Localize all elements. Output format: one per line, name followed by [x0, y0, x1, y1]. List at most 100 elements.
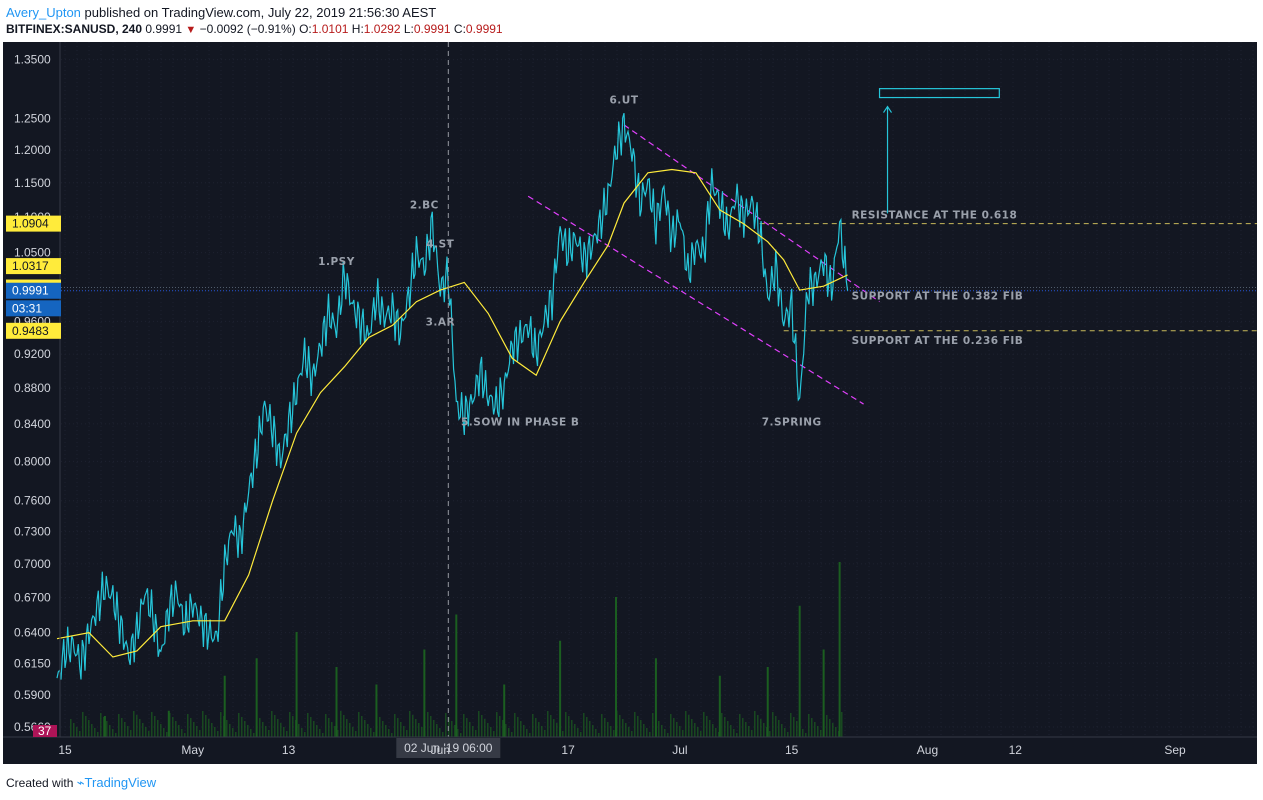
volume-bar-small [538, 722, 540, 737]
volume-bar-small [541, 726, 543, 737]
volume-bar-small [748, 726, 750, 737]
volume-bar-small [163, 728, 165, 737]
volume-bar-small [814, 722, 816, 737]
volume-bar-small [334, 726, 336, 737]
volume-bar-small [409, 711, 411, 737]
volume-bar-small [445, 713, 447, 737]
y-tick-13: 0.7300 [14, 525, 51, 539]
volume-tag-bg [33, 725, 57, 737]
y-tick-8: 0.9200 [14, 347, 51, 361]
symbol-label[interactable]: BITFINEX:SANUSD, 240 [6, 22, 143, 36]
volume-bar-small [289, 712, 291, 737]
volume-bar-small [667, 733, 669, 737]
price-axis[interactable]: 1.35001.25001.20001.15001.10001.05001.00… [14, 53, 51, 734]
author-link[interactable]: Avery_Upton [6, 5, 81, 20]
volume-bar-3 [255, 658, 258, 737]
volume-bar-0 [103, 716, 106, 737]
volume-bar-small [184, 733, 186, 737]
volume-bar-small [568, 716, 570, 737]
volume-bar-small [718, 732, 720, 737]
volume-bar-small [208, 719, 210, 737]
price-change: −0.0092 (−0.91%) [199, 22, 296, 36]
tradingview-logo-icon[interactable]: ⌁ [76, 775, 85, 790]
volume-bar-small [130, 730, 132, 737]
time-axis[interactable]: 15 May 13 Jun 17 Jul 15 Aug 12 Sep [58, 743, 1186, 757]
volume-bar-small [808, 714, 810, 737]
volume-bar-small [436, 724, 438, 737]
volume-bar-small [757, 715, 759, 737]
volume-bar-small [517, 717, 519, 737]
volume-bar-small [754, 711, 756, 737]
volume-bar-small [364, 720, 366, 737]
volume-bar-small [355, 731, 357, 737]
volume-bar-4 [295, 632, 298, 737]
volume-bar-small [97, 732, 99, 737]
volume-bar-small [325, 714, 327, 737]
volume-bar-small [211, 723, 213, 737]
volume-bar-small [460, 733, 462, 737]
volume-bar-small [601, 714, 603, 737]
volume-bar-small [535, 718, 537, 737]
volume-bar-small [331, 722, 333, 737]
last-price: 0.9991 [145, 22, 183, 36]
y-tick-5: 1.0500 [14, 246, 51, 260]
volume-bar-small [415, 719, 417, 737]
price-tag-bg-1 [6, 258, 61, 275]
volume-bar-small [379, 717, 381, 737]
volume-bar-small [559, 727, 561, 737]
volume-bar-small [805, 733, 807, 737]
volume-bar-small [649, 732, 651, 737]
volume-bars [70, 562, 843, 737]
volume-bar-small [700, 731, 702, 737]
price-chart[interactable]: 1.PSY 2.BC 4.ST 3.AR 5.SOW IN PHASE B 6.UT 7.S… [0, 0, 1263, 768]
volume-bar-small [247, 725, 249, 737]
footer: Created with ⌁TradingView [6, 775, 156, 791]
volume-bar-small [790, 713, 792, 737]
volume-bar-small [127, 726, 129, 737]
volume-bar-small [472, 726, 474, 737]
volume-bar-small [79, 731, 81, 737]
volume-bar-small [643, 724, 645, 737]
volume-bar-small [133, 711, 135, 737]
publish-info: published on TradingView.com, July 22, 2… [80, 5, 437, 20]
volume-bar-small [154, 716, 156, 737]
high-label: H: [351, 22, 364, 36]
volume-bar-small [265, 726, 267, 737]
high-value: 1.0292 [363, 22, 401, 36]
volume-bar-small [796, 721, 798, 737]
volume-bar-small [316, 725, 318, 737]
volume-bar-small [199, 730, 201, 737]
volume-bar-small [295, 720, 297, 737]
volume-bar-small [607, 722, 609, 737]
price-tag-5: 0.9483 [12, 324, 49, 338]
volume-bar-small [190, 718, 192, 737]
volume-bar-small [565, 712, 567, 737]
annotation-5: 6.UT [610, 95, 639, 107]
volume-bar-small [388, 729, 390, 737]
volume-bar-small [280, 723, 282, 737]
volume-bar-small [178, 725, 180, 737]
tradingview-brand[interactable]: TradingView [84, 775, 157, 790]
volume-bar-small [202, 711, 204, 737]
volume-bar-small [142, 723, 144, 737]
y-tick-11: 0.8000 [14, 454, 51, 468]
close-value: 0.9991 [465, 22, 503, 36]
volume-bar-small [139, 719, 141, 737]
volume-bar-small [613, 730, 615, 737]
volume-bar-small [313, 721, 315, 737]
volume-bar-small [343, 715, 345, 737]
x-tick-1: May [181, 743, 204, 757]
volume-bar-small [793, 717, 795, 737]
volume-bar-small [121, 718, 123, 737]
volume-bar-small [829, 719, 831, 737]
volume-bar-small [376, 713, 378, 737]
volume-bar-small [268, 730, 270, 737]
volume-bar-small [373, 732, 375, 737]
volume-bar-small [394, 714, 396, 737]
volume-bar-small [382, 721, 384, 737]
volume-bar-small [361, 716, 363, 737]
volume-bar-small [820, 730, 822, 737]
horizontal-levels [61, 223, 1257, 332]
volume-bar-small [721, 713, 723, 737]
volume-bar-small [283, 727, 285, 737]
